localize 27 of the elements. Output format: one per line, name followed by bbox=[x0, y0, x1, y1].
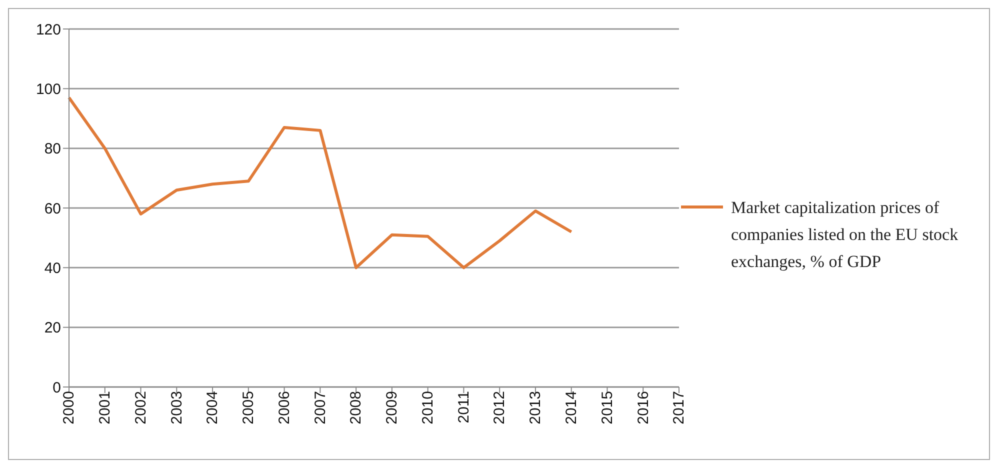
line-series bbox=[68, 96, 573, 270]
y-tick-label: 120 bbox=[36, 21, 61, 38]
x-tick-label: 2000 bbox=[60, 391, 78, 424]
y-tick-label: 80 bbox=[44, 140, 61, 158]
x-tick-label: 2013 bbox=[527, 391, 544, 424]
x-tick-label: 2017 bbox=[670, 391, 688, 424]
legend-label: Market capitalization prices of companies listed on the EU stock exchanges, % of GDP bbox=[731, 196, 960, 273]
x-tick-label: 2004 bbox=[204, 391, 222, 424]
x-tick-label: 2008 bbox=[348, 391, 365, 424]
x-tick-label: 2007 bbox=[312, 391, 329, 424]
y-tick-label: 20 bbox=[44, 320, 61, 337]
x-tick-label: 2010 bbox=[419, 391, 436, 424]
x-tick-label: 2002 bbox=[132, 391, 150, 424]
x-tick-label: 2015 bbox=[598, 391, 616, 424]
x-tick-label: 2011 bbox=[455, 391, 472, 424]
x-tick-label: 2014 bbox=[563, 391, 580, 424]
x-tick-label: 2006 bbox=[276, 391, 293, 424]
x-tick-label: 2001 bbox=[96, 391, 114, 424]
y-tick-label: 0 bbox=[52, 379, 61, 396]
x-tick-label: 2009 bbox=[384, 391, 401, 424]
x-tick-label: 2012 bbox=[491, 391, 508, 424]
y-tick-label: 60 bbox=[44, 200, 61, 218]
x-tick-label: 2003 bbox=[168, 391, 186, 424]
y-tick-label: 40 bbox=[44, 260, 61, 277]
x-tick-label: 2016 bbox=[634, 391, 652, 424]
x-tick-label: 2005 bbox=[240, 391, 258, 424]
y-tick-label: 100 bbox=[36, 80, 61, 98]
